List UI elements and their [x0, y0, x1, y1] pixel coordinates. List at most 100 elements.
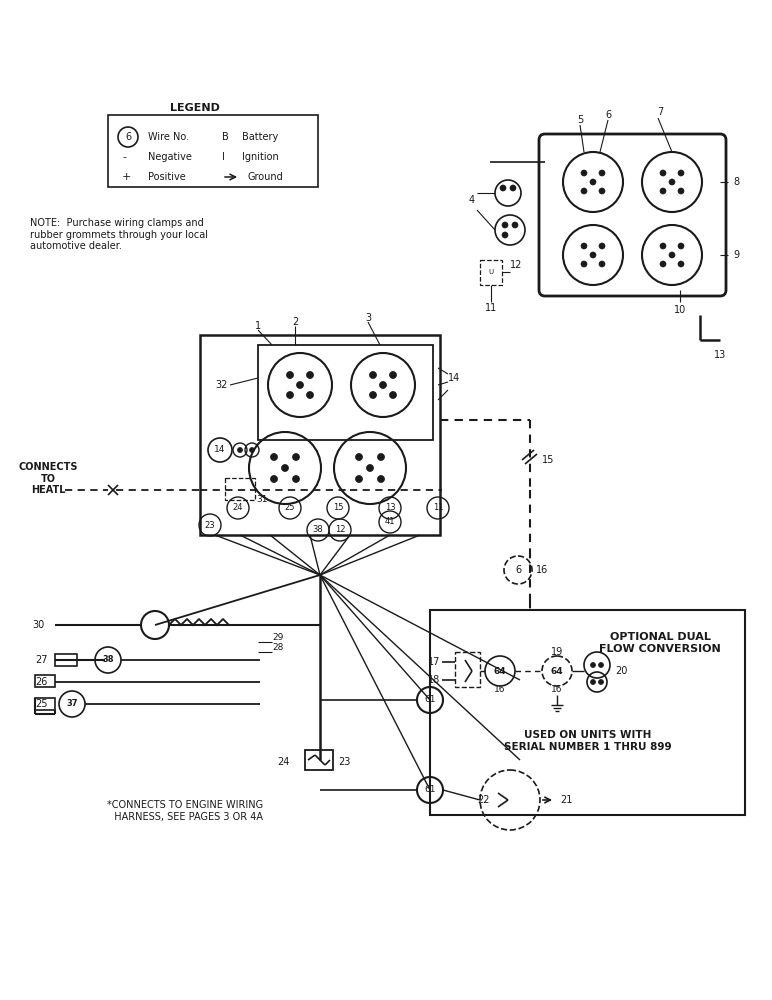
Circle shape	[370, 391, 377, 398]
Text: 19: 19	[551, 647, 563, 657]
Bar	[455, 652, 480, 687]
Text: 13: 13	[384, 504, 395, 512]
Text: 16: 16	[494, 686, 506, 694]
Text: 30: 30	[32, 620, 45, 630]
Circle shape	[378, 454, 384, 460]
Text: 15: 15	[542, 455, 554, 465]
Text: 16: 16	[551, 686, 563, 694]
Text: 16: 16	[536, 565, 548, 575]
Text: Positive: Positive	[148, 172, 186, 182]
Circle shape	[678, 261, 684, 267]
Circle shape	[581, 188, 587, 194]
Bar	[225, 478, 255, 500]
Bar	[305, 750, 333, 770]
Text: 21: 21	[560, 795, 572, 805]
Text: 23: 23	[205, 520, 215, 530]
Circle shape	[591, 680, 595, 684]
Text: 11: 11	[433, 504, 443, 512]
Text: USED ON UNITS WITH
SERIAL NUMBER 1 THRU 899: USED ON UNITS WITH SERIAL NUMBER 1 THRU …	[503, 730, 672, 752]
Circle shape	[390, 371, 397, 378]
Text: 24: 24	[232, 504, 243, 512]
Circle shape	[370, 371, 377, 378]
Text: 14: 14	[448, 373, 460, 383]
Text: 11: 11	[485, 303, 497, 313]
Text: 6: 6	[515, 565, 521, 575]
Text: 13: 13	[714, 350, 726, 360]
Bar	[108, 115, 318, 187]
Text: 15: 15	[333, 504, 344, 512]
Circle shape	[293, 476, 300, 483]
Circle shape	[660, 243, 666, 249]
Text: LEGEND: LEGEND	[170, 103, 220, 113]
Bar	[258, 345, 433, 440]
Text: 64: 64	[493, 666, 506, 676]
Text: 38: 38	[313, 526, 323, 534]
Circle shape	[599, 188, 605, 194]
Circle shape	[306, 391, 313, 398]
Circle shape	[590, 179, 596, 185]
Circle shape	[590, 252, 596, 258]
Text: 3: 3	[365, 313, 371, 323]
Text: 12: 12	[510, 260, 523, 270]
Text: Negative: Negative	[148, 152, 192, 162]
Circle shape	[669, 179, 675, 185]
Text: -: -	[122, 152, 126, 162]
Circle shape	[238, 448, 242, 452]
Text: 17: 17	[428, 657, 440, 667]
Text: OPTIONAL DUAL
FLOW CONVERSION: OPTIONAL DUAL FLOW CONVERSION	[599, 632, 721, 654]
Text: 61: 61	[425, 786, 435, 794]
Text: 25: 25	[285, 504, 295, 512]
Circle shape	[660, 170, 666, 176]
Text: 20: 20	[615, 666, 628, 676]
Circle shape	[678, 243, 684, 249]
Circle shape	[581, 261, 587, 267]
Text: 4: 4	[469, 195, 475, 205]
Circle shape	[390, 391, 397, 398]
Text: 25: 25	[36, 699, 48, 709]
Text: 6: 6	[125, 132, 131, 142]
Circle shape	[502, 222, 508, 228]
Circle shape	[660, 188, 666, 194]
Text: 61: 61	[425, 696, 435, 704]
Circle shape	[286, 371, 293, 378]
Text: 26: 26	[36, 677, 48, 687]
Circle shape	[598, 680, 604, 684]
Circle shape	[286, 391, 293, 398]
Circle shape	[293, 454, 300, 460]
Circle shape	[678, 170, 684, 176]
Text: 1: 1	[255, 321, 261, 331]
Circle shape	[270, 476, 277, 483]
Text: 7: 7	[657, 107, 663, 117]
Text: 10: 10	[674, 305, 686, 315]
Circle shape	[282, 464, 289, 472]
Text: 31: 31	[256, 495, 268, 504]
Circle shape	[380, 381, 387, 388]
Text: 24: 24	[278, 757, 290, 767]
Text: 9: 9	[733, 250, 739, 260]
Circle shape	[306, 371, 313, 378]
Text: 12: 12	[335, 526, 345, 534]
Circle shape	[296, 381, 303, 388]
Circle shape	[355, 476, 363, 483]
Text: 23: 23	[338, 757, 350, 767]
Circle shape	[678, 188, 684, 194]
Circle shape	[581, 243, 587, 249]
Bar	[480, 260, 502, 285]
Circle shape	[270, 454, 277, 460]
Text: 18: 18	[428, 675, 440, 685]
Text: 5: 5	[577, 115, 583, 125]
Text: 14: 14	[215, 446, 225, 454]
Text: I: I	[222, 152, 225, 162]
Text: 27: 27	[36, 655, 48, 665]
Text: U: U	[489, 269, 493, 275]
Circle shape	[502, 232, 508, 238]
Bar	[200, 335, 440, 535]
Circle shape	[367, 464, 374, 472]
Circle shape	[599, 261, 605, 267]
Bar	[35, 698, 55, 710]
Text: 32: 32	[215, 380, 228, 390]
Text: 37: 37	[66, 700, 78, 708]
Circle shape	[599, 243, 605, 249]
Text: NOTE:  Purchase wiring clamps and
rubber grommets through your local
automotive : NOTE: Purchase wiring clamps and rubber …	[30, 218, 208, 251]
Circle shape	[378, 476, 384, 483]
